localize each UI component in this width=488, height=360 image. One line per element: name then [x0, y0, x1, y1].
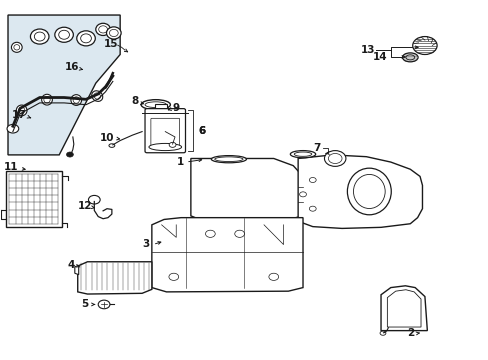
Ellipse shape: [141, 100, 170, 110]
Text: 17: 17: [12, 111, 26, 121]
Polygon shape: [75, 265, 79, 275]
Ellipse shape: [109, 144, 115, 147]
Text: 1: 1: [176, 157, 183, 167]
Text: 14: 14: [372, 52, 386, 62]
Ellipse shape: [34, 32, 45, 41]
Ellipse shape: [92, 91, 102, 102]
Ellipse shape: [55, 27, 73, 42]
Ellipse shape: [16, 105, 27, 116]
Text: 2: 2: [406, 328, 413, 338]
Text: 4: 4: [67, 260, 75, 270]
Circle shape: [88, 195, 100, 204]
Text: 6: 6: [198, 126, 205, 136]
Ellipse shape: [96, 23, 110, 36]
Text: 6: 6: [198, 126, 205, 136]
Text: 11: 11: [4, 162, 19, 172]
Text: 5: 5: [81, 300, 88, 310]
Polygon shape: [386, 290, 420, 327]
Text: 12: 12: [77, 201, 92, 211]
Ellipse shape: [71, 95, 81, 105]
Polygon shape: [380, 286, 427, 330]
Ellipse shape: [30, 29, 49, 44]
FancyBboxPatch shape: [5, 171, 61, 226]
Text: 13: 13: [360, 45, 374, 55]
Circle shape: [169, 142, 176, 147]
Ellipse shape: [402, 53, 417, 62]
Text: 7: 7: [312, 143, 320, 153]
Text: 8: 8: [131, 96, 138, 106]
Polygon shape: [152, 218, 303, 292]
Ellipse shape: [346, 168, 390, 215]
Circle shape: [412, 37, 436, 54]
Circle shape: [7, 125, 19, 133]
Polygon shape: [78, 262, 152, 294]
Polygon shape: [8, 15, 120, 155]
Polygon shape: [298, 155, 422, 228]
Text: 16: 16: [64, 62, 79, 72]
Ellipse shape: [290, 150, 315, 158]
Text: 15: 15: [103, 39, 118, 49]
FancyBboxPatch shape: [145, 109, 185, 153]
Ellipse shape: [77, 31, 95, 46]
Ellipse shape: [149, 143, 181, 150]
Ellipse shape: [11, 42, 22, 52]
Ellipse shape: [106, 27, 121, 39]
Text: 9: 9: [172, 103, 180, 113]
Ellipse shape: [41, 94, 52, 105]
Text: 3: 3: [142, 239, 149, 249]
Circle shape: [159, 108, 162, 111]
Circle shape: [98, 300, 110, 309]
Ellipse shape: [59, 30, 69, 39]
Polygon shape: [190, 158, 303, 224]
Circle shape: [324, 150, 345, 166]
Text: 10: 10: [100, 133, 114, 143]
Ellipse shape: [81, 34, 91, 43]
FancyBboxPatch shape: [155, 104, 166, 112]
Ellipse shape: [211, 156, 246, 163]
Circle shape: [66, 152, 73, 157]
